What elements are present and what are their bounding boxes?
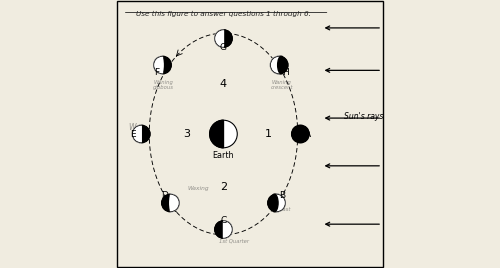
Text: B: B: [280, 191, 285, 200]
Text: C: C: [220, 217, 226, 225]
Wedge shape: [170, 194, 179, 212]
Text: F: F: [154, 68, 159, 77]
Text: A: A: [304, 129, 310, 139]
Text: D: D: [161, 191, 168, 200]
Text: 1st Quarter: 1st Quarter: [219, 239, 249, 244]
Text: Waning
crescent: Waning crescent: [270, 80, 293, 90]
Text: 3: 3: [183, 129, 190, 139]
Text: 2: 2: [220, 182, 227, 192]
Text: E: E: [130, 129, 136, 139]
Text: 1: 1: [265, 129, 272, 139]
Circle shape: [154, 56, 171, 74]
Circle shape: [162, 194, 179, 212]
Circle shape: [268, 194, 285, 212]
Circle shape: [214, 221, 232, 238]
Text: H: H: [282, 68, 288, 77]
Ellipse shape: [170, 194, 174, 212]
Wedge shape: [276, 194, 285, 212]
Wedge shape: [154, 56, 162, 74]
Ellipse shape: [270, 194, 278, 212]
Circle shape: [292, 125, 309, 143]
Wedge shape: [214, 30, 224, 47]
Circle shape: [270, 56, 288, 74]
Wedge shape: [132, 125, 141, 143]
Text: 4: 4: [220, 79, 227, 89]
Text: G: G: [220, 43, 227, 51]
Ellipse shape: [278, 56, 285, 74]
Ellipse shape: [158, 56, 163, 74]
Text: East: East: [280, 207, 291, 212]
Wedge shape: [224, 221, 232, 238]
Text: Sun's rays: Sun's rays: [344, 112, 384, 121]
Wedge shape: [224, 120, 237, 148]
Wedge shape: [270, 56, 279, 74]
Text: Use this figure to answer questions 1 through 6.: Use this figure to answer questions 1 th…: [136, 11, 311, 17]
Wedge shape: [210, 120, 224, 148]
Text: Waxing: Waxing: [188, 186, 209, 191]
Circle shape: [214, 30, 232, 47]
Text: W: W: [128, 123, 136, 132]
Text: Waning
gibbous: Waning gibbous: [154, 80, 174, 90]
Circle shape: [132, 125, 150, 143]
Text: Earth: Earth: [212, 151, 234, 160]
